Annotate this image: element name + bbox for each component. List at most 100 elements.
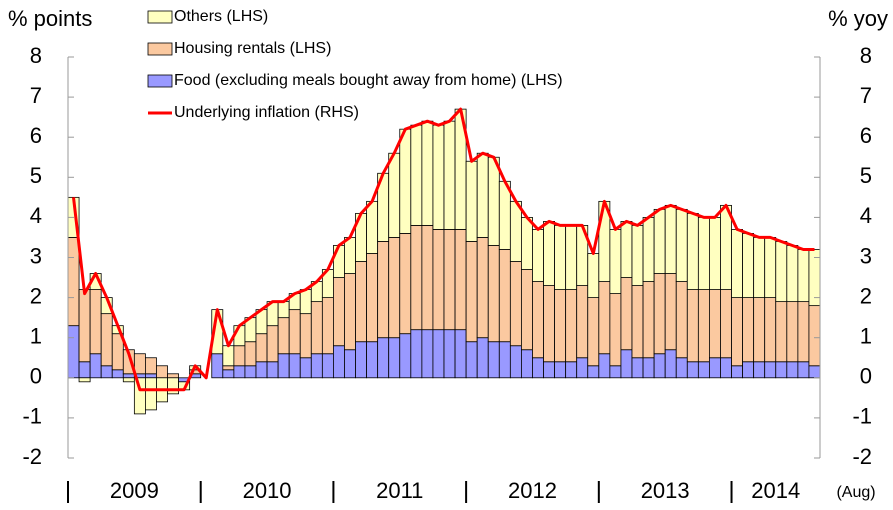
- bar: [664, 273, 677, 351]
- bar: [521, 269, 533, 351]
- bar: [156, 365, 168, 379]
- legend-label: Others (LHS): [174, 8, 268, 25]
- bar: [78, 289, 91, 363]
- bar: [521, 216, 533, 270]
- x-tick-label: 2011: [376, 478, 423, 503]
- bar: [786, 245, 799, 303]
- y2-axis-label: % yoy: [828, 6, 888, 31]
- bar: [266, 361, 279, 379]
- line: [72, 107, 815, 392]
- bar: [498, 249, 511, 343]
- bar: [399, 128, 412, 234]
- x-tick-label: 2010: [243, 478, 292, 503]
- bar: [764, 297, 777, 363]
- bar: [664, 204, 677, 274]
- bar: [631, 357, 644, 379]
- bar: [465, 341, 478, 379]
- bar: [145, 357, 157, 375]
- bar: [620, 221, 633, 278]
- legend-label: Food (excluding meals bought away from h…: [174, 72, 563, 89]
- y-tick-label: 1: [30, 324, 42, 349]
- bar: [675, 208, 688, 282]
- bar: [222, 345, 235, 367]
- bar: [587, 365, 600, 379]
- bar: [333, 277, 345, 347]
- bar: [476, 237, 489, 339]
- bar: [100, 365, 113, 379]
- bar: [310, 353, 323, 379]
- bar: [211, 353, 224, 379]
- bar: [487, 156, 500, 246]
- y-tick-label: 8: [30, 43, 42, 68]
- bar: [498, 180, 511, 250]
- bar: [67, 325, 80, 379]
- bar: [709, 216, 721, 290]
- bar: [565, 289, 578, 363]
- bar: [299, 313, 312, 359]
- bar: [786, 361, 799, 379]
- bar: [321, 297, 334, 355]
- y-tick-label: 6: [30, 123, 42, 148]
- bar: [598, 281, 611, 355]
- bar: [498, 341, 511, 379]
- bar: [454, 229, 467, 331]
- bar: [764, 237, 777, 298]
- bar: [731, 297, 743, 367]
- legend-swatch: [147, 42, 173, 56]
- bar: [609, 229, 622, 294]
- bar: [465, 241, 478, 343]
- bar: [388, 237, 401, 339]
- bar: [720, 357, 732, 379]
- bar: [288, 309, 301, 355]
- bar: [775, 361, 788, 379]
- y-tick-label: 0: [30, 364, 42, 389]
- bar: [664, 349, 677, 379]
- bar: [476, 337, 489, 379]
- y-axis-label: % points: [8, 6, 92, 31]
- bar: [565, 361, 578, 379]
- bar: [333, 345, 345, 379]
- bar: [443, 229, 456, 331]
- bar: [808, 305, 821, 367]
- bar: [598, 353, 611, 379]
- y2-tick-label: 2: [860, 283, 872, 308]
- y2-tick-label: 0: [860, 364, 872, 389]
- bar: [631, 225, 644, 286]
- bar: [554, 361, 567, 379]
- bar: [421, 120, 434, 226]
- bar: [631, 285, 644, 359]
- bar: [675, 281, 688, 359]
- bar: [543, 285, 555, 363]
- bar: [620, 277, 633, 351]
- bar: [720, 204, 732, 290]
- bar: [587, 253, 600, 299]
- bar: [244, 341, 257, 367]
- bar: [89, 289, 102, 355]
- y-tick-label: 7: [30, 83, 42, 108]
- bar: [344, 273, 356, 351]
- bar: [487, 341, 500, 379]
- bar: [487, 245, 500, 343]
- bar: [122, 373, 135, 379]
- bar: [609, 365, 622, 379]
- bar: [421, 225, 434, 331]
- bar: [797, 249, 810, 303]
- y-tick-label: 4: [30, 203, 42, 228]
- y2-tick-label: 7: [860, 83, 872, 108]
- bar: [78, 377, 91, 383]
- bar: [421, 329, 434, 379]
- bar: [532, 229, 544, 282]
- bar: [609, 293, 622, 367]
- y2-tick-label: 6: [860, 123, 872, 148]
- bar: [410, 225, 423, 331]
- bar: [277, 317, 290, 355]
- legend-label: Underlying inflation (RHS): [174, 104, 359, 121]
- bar: [509, 261, 522, 347]
- x-note: (Aug): [836, 484, 875, 501]
- bar: [344, 349, 356, 379]
- y-tick-label: -2: [22, 444, 42, 469]
- y-tick-label: 2: [30, 283, 42, 308]
- bar: [355, 341, 367, 379]
- bar: [410, 329, 423, 379]
- y2-tick-label: 5: [860, 163, 872, 188]
